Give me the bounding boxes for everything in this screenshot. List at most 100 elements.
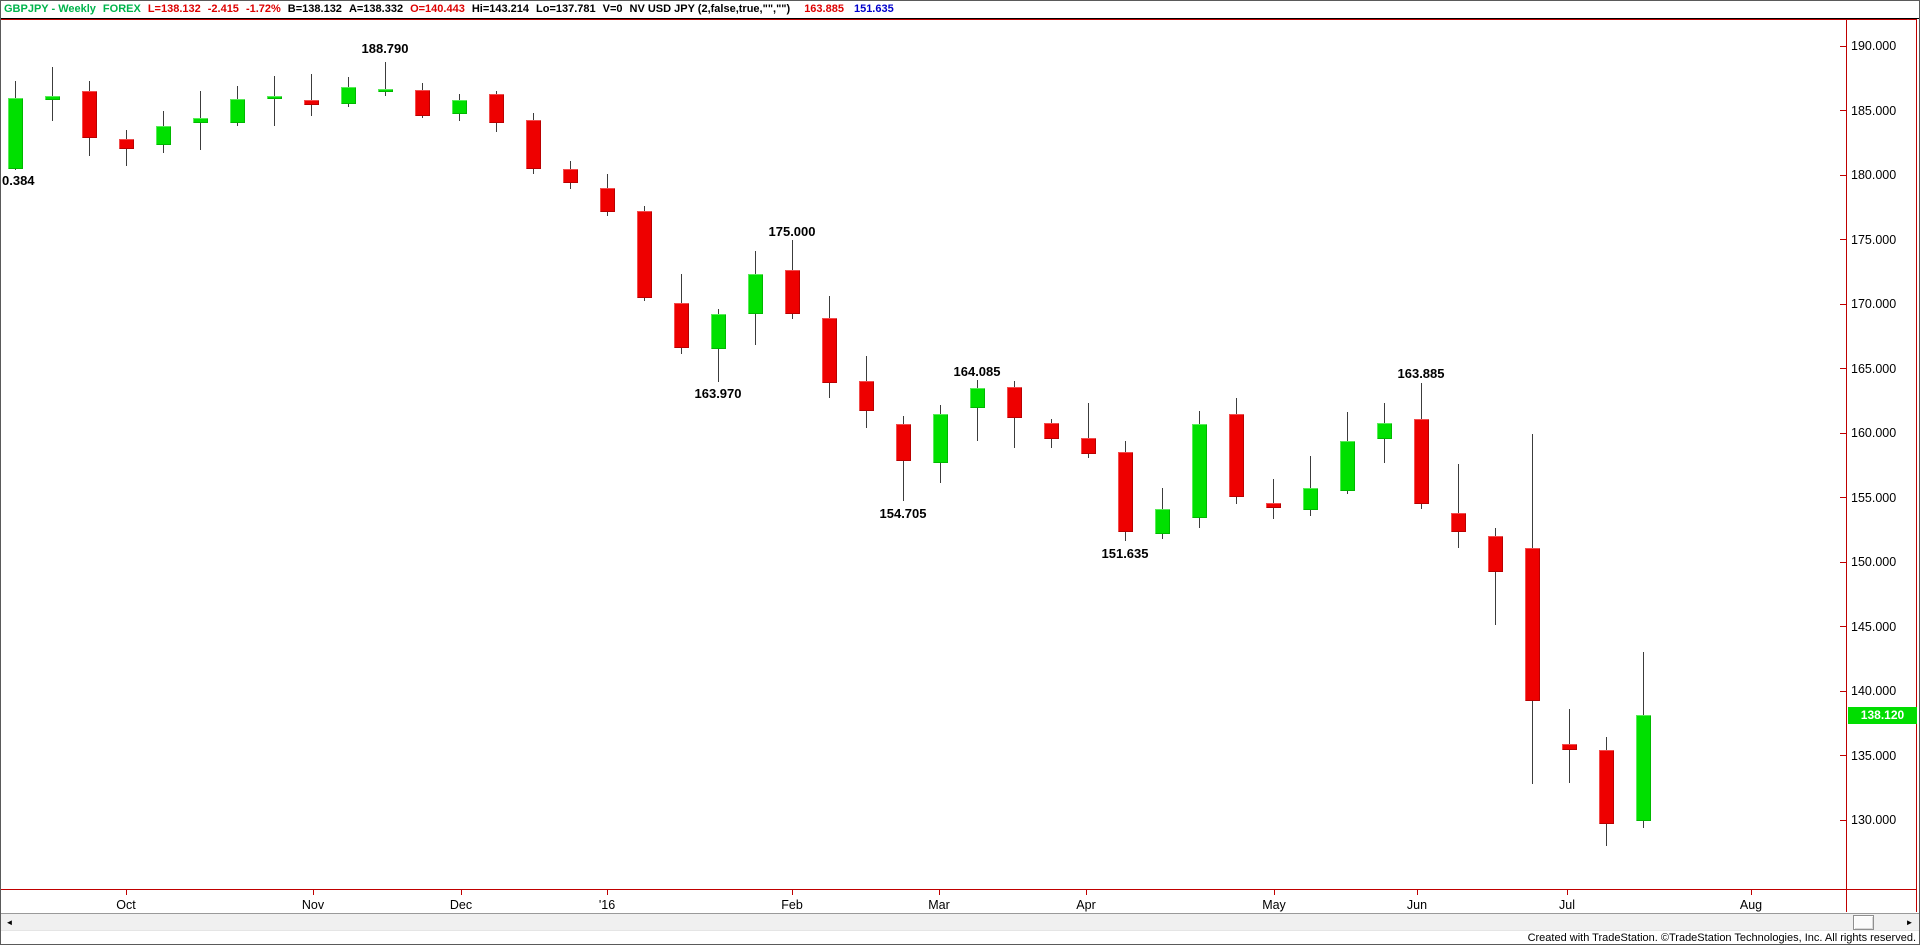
candle xyxy=(933,413,948,463)
candle-wick xyxy=(1273,479,1274,520)
candle xyxy=(341,87,356,105)
candle xyxy=(230,98,245,124)
month-tick xyxy=(126,889,127,895)
price-axis-label: 180.000 xyxy=(1851,168,1897,182)
month-tick xyxy=(313,889,314,895)
horizontal-scrollbar[interactable]: ◄ ► xyxy=(1,913,1919,931)
price-axis-tick xyxy=(1840,432,1847,434)
price-axis-label: 150.000 xyxy=(1851,555,1897,569)
price-axis-tick xyxy=(1840,110,1847,111)
candle xyxy=(637,211,652,298)
scrollbar-thumb[interactable] xyxy=(1853,915,1874,930)
header-segment: FOREX xyxy=(102,3,141,15)
candle xyxy=(526,119,541,169)
month-label: Mar xyxy=(928,898,950,912)
header-segment: -2.415 xyxy=(207,3,239,15)
month-tick xyxy=(1567,889,1568,895)
price-axis-tick xyxy=(1840,561,1847,563)
price-axis-label: 160.000 xyxy=(1851,426,1897,440)
header-segment: B=138.132 xyxy=(287,3,342,15)
month-tick xyxy=(1086,889,1087,895)
month-label: May xyxy=(1262,898,1286,912)
price-axis-label: 170.000 xyxy=(1851,297,1897,311)
candle-wick xyxy=(274,75,275,126)
month-tick xyxy=(1751,889,1752,895)
header-segment: A=138.332 xyxy=(348,3,404,15)
candle xyxy=(1525,547,1540,702)
candle xyxy=(45,96,60,101)
candle-wick xyxy=(1310,456,1311,516)
swing-label: 151.635 xyxy=(1101,546,1149,561)
scroll-right-arrow-icon[interactable]: ► xyxy=(1905,918,1914,927)
candle xyxy=(378,88,393,93)
candle xyxy=(1377,422,1392,440)
last-price-tag: 138.120 xyxy=(1848,706,1917,724)
price-axis-label: 175.000 xyxy=(1851,232,1897,247)
candle xyxy=(1340,440,1355,492)
price-axis-label: 165.000 xyxy=(1851,361,1897,376)
candle xyxy=(748,274,763,315)
header-segment: -1.72% xyxy=(245,3,281,15)
header-segment: L=138.132 xyxy=(147,3,201,15)
candle xyxy=(1007,386,1022,418)
candle-wick xyxy=(385,61,386,97)
price-axis-label: 185.000 xyxy=(1851,103,1897,118)
month-tick xyxy=(461,889,462,895)
candle-wick xyxy=(977,380,978,441)
price-axis-tick xyxy=(1840,368,1847,369)
candle xyxy=(1562,743,1577,751)
candle xyxy=(193,118,208,124)
candle xyxy=(600,187,615,213)
price-axis-label: 140.000 xyxy=(1851,684,1897,698)
month-tick xyxy=(792,889,793,895)
month-label: Apr xyxy=(1076,898,1096,912)
header-segment: Hi=143.214 xyxy=(471,3,530,15)
swing-label: 163.970 xyxy=(694,386,742,401)
price-axis-tick xyxy=(1840,819,1847,821)
candle xyxy=(896,423,911,462)
candle-wick xyxy=(311,74,312,116)
candle xyxy=(267,96,282,100)
price-axis-tick xyxy=(1840,755,1847,756)
candle xyxy=(1192,423,1207,519)
candle xyxy=(1044,422,1059,440)
month-label: Aug xyxy=(1739,898,1763,912)
swing-label: 154.705 xyxy=(879,506,927,521)
candle xyxy=(1266,502,1281,508)
price-axis-label: 190.000 xyxy=(1851,39,1897,53)
candle xyxy=(822,318,837,383)
header-segment: Lo=137.781 xyxy=(536,3,596,15)
price-axis-tick xyxy=(1840,303,1847,305)
header-segment: V=0 xyxy=(602,3,623,15)
candle xyxy=(859,381,874,412)
month-label: Nov xyxy=(301,898,325,912)
header-segment: NV USD JPY (2,false,true,"","") xyxy=(629,3,791,15)
candle xyxy=(119,138,134,150)
month-tick xyxy=(1274,889,1275,895)
header-segment: 151.635 xyxy=(853,3,894,15)
candle xyxy=(452,100,467,115)
candle xyxy=(1118,452,1133,533)
candle xyxy=(415,89,430,116)
price-axis-tick xyxy=(1840,45,1847,47)
month-label: Dec xyxy=(449,898,473,912)
price-axis-label: 145.000 xyxy=(1851,619,1897,634)
candle-wick xyxy=(52,66,53,121)
month-label: Feb xyxy=(781,898,803,912)
date-axis-line xyxy=(1,889,1917,890)
month-tick xyxy=(607,889,608,895)
candle-wick xyxy=(1495,528,1496,626)
month-tick xyxy=(1417,889,1418,895)
swing-label: 188.790 xyxy=(361,41,409,56)
candle xyxy=(1599,750,1614,824)
candle xyxy=(489,93,504,124)
month-label: Oct xyxy=(116,898,136,912)
candle xyxy=(1303,488,1318,511)
candle xyxy=(674,302,689,348)
price-axis-line xyxy=(1846,19,1847,912)
scroll-left-arrow-icon[interactable]: ◄ xyxy=(5,918,14,927)
candle-wick xyxy=(1458,463,1459,548)
candle xyxy=(8,97,23,169)
